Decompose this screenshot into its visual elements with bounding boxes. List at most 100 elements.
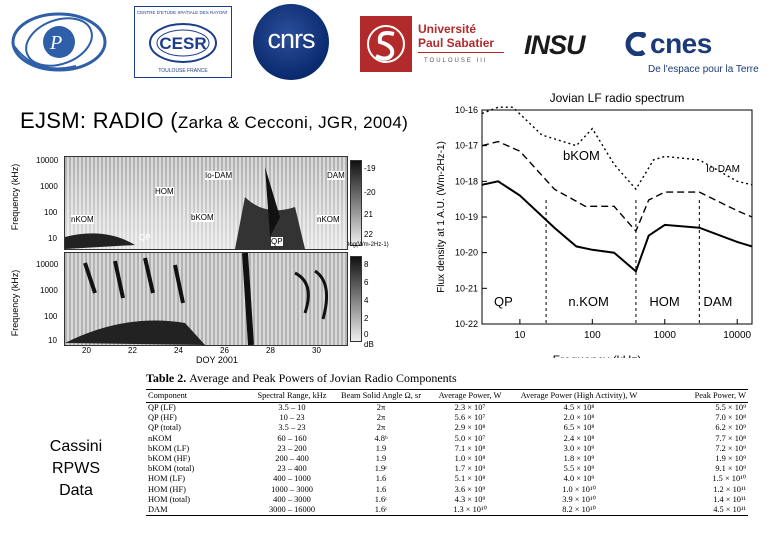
- title-main: EJSM: RADIO (: [20, 108, 178, 133]
- x-axis-label: Frequency (kHz): [553, 353, 642, 358]
- th-average-power: Average Power, W: [423, 389, 517, 403]
- cbar-top-tick-1: -20: [364, 188, 376, 197]
- table-cell: 6.2 × 10⁹: [715, 423, 746, 433]
- cbar-bottom-tick-2: 4: [364, 296, 369, 305]
- jovian-spectrum-chart: Jovian LF radio spectrum Frequency (kHz) F…: [436, 91, 753, 358]
- series-peak: [481, 106, 753, 191]
- xtick-22: 22: [128, 346, 137, 355]
- cesr-logo: CENTRE D'ETUDE SPATIALE DES RAYONNEMENTS…: [134, 6, 232, 78]
- y-tick-label: 10-21: [455, 283, 478, 293]
- table-body: QP (LF) 3.5 – 10 2π 2.3 × 10⁷ 4.5 × 10⁸ 5.5 ×…: [146, 403, 748, 517]
- svg-text:P: P: [49, 32, 62, 54]
- y-tick-label: 10-19: [455, 212, 478, 222]
- xtick-26: 26: [220, 346, 229, 355]
- ytick-bottom-1000: 1000: [40, 286, 58, 295]
- ups-divider: [418, 52, 504, 53]
- cnes-logo: cnes De l'espace pour la Terre: [622, 20, 778, 80]
- ups-emblem: [360, 16, 412, 72]
- table-cell: nKOM: [148, 433, 172, 443]
- cesr-top-text: CENTRE D'ETUDE SPATIALE DES RAYONNEMENTS: [137, 10, 227, 15]
- table-header-row: Component Spectral Range, kHz Beam Solid…: [146, 389, 748, 403]
- colorbar-bottom: [350, 256, 362, 342]
- table-cell: 2π: [376, 413, 386, 423]
- ytick-bottom-10000: 10000: [36, 260, 59, 269]
- table-title-rest: Average and Peak Powers of Jovian Radio …: [189, 371, 457, 385]
- cesr-globe-icon: [149, 23, 217, 63]
- table-cell: 1.3 × 10¹⁰: [423, 505, 517, 517]
- table-cell: 1.8 × 10⁹: [563, 454, 595, 464]
- y-tick-label: 10-22: [455, 319, 478, 329]
- y-tick-label: 10-18: [455, 176, 478, 186]
- component-label: DAM: [703, 294, 732, 309]
- table-cell: HOM (LF): [148, 474, 185, 484]
- y-axis-label: Flux density at 1 A.U. (Wm-2Hz-1): [436, 141, 447, 293]
- table-cell: 8.2 × 10¹⁰: [517, 505, 641, 517]
- cnrs-logo: cnrs: [253, 4, 329, 80]
- cbar-bottom-label: dB: [364, 340, 374, 349]
- ups-s-icon: [367, 25, 405, 63]
- table-cell: 1.9ᶜ: [374, 464, 388, 474]
- table-row: bKOM (LF) 23 – 200 1.9 7.1 × 10⁸ 3.0 × 10⁹ 7.…: [146, 444, 748, 454]
- x-tick-label: 10: [514, 330, 526, 341]
- table-cell: 7.2 × 10⁹: [715, 443, 746, 453]
- cbar-bottom-tick-4: 0: [364, 330, 369, 339]
- pfi-logo: P: [11, 12, 107, 72]
- cbar-top-tick-3: 22: [364, 230, 373, 239]
- table-cell: 2π: [376, 423, 386, 433]
- table-cell: 2.4 × 10⁸: [563, 433, 595, 443]
- table-cell: 23 – 400: [277, 464, 307, 474]
- y-tick-label: 10-20: [455, 248, 478, 258]
- th-peak-power: Peak Power, W: [641, 389, 748, 403]
- table-cell: 4.5 × 10¹¹: [641, 505, 748, 517]
- cnes-swoosh-icon: [625, 32, 646, 56]
- series-high-activity: [481, 140, 753, 233]
- cbar-top-tick-2: 21: [364, 210, 373, 219]
- xtick-30: 30: [312, 346, 321, 355]
- table-cell: bKOM (total): [148, 464, 195, 474]
- xtick-24: 24: [174, 346, 183, 355]
- ytick-top-100: 100: [44, 208, 58, 217]
- table-cell: HOM (HF): [148, 484, 186, 494]
- cesr-bottom-text: TOULOUSE FRANCE: [158, 68, 208, 74]
- table-cell: 4.5 × 10⁸: [563, 403, 595, 412]
- plot-frame: [481, 109, 753, 325]
- table-cell: bKOM (HF): [148, 454, 191, 464]
- label-dam: DAM: [327, 171, 345, 180]
- ytick-top-10000: 10000: [36, 156, 59, 165]
- table-cell: 1.5 × 10¹⁰: [712, 474, 746, 484]
- table-cell: 10 – 23: [279, 413, 305, 423]
- y-tick-label: 10-16: [455, 105, 478, 115]
- caption-line-2: RPWS: [52, 460, 100, 477]
- th-spectral-range: Spectral Range, kHz: [245, 389, 339, 403]
- spectrogram-ylabel-top: Frequency (kHz): [10, 163, 20, 231]
- y-tick-label: 10-17: [455, 141, 478, 151]
- cbar-bottom-tick-1: 6: [364, 278, 369, 287]
- table-cell: 7.1 × 10⁸: [454, 443, 486, 453]
- table-cell: 3.0 × 10⁹: [563, 443, 595, 453]
- table-cell: 2.3 × 10⁷: [454, 403, 486, 412]
- power-table: Table 2. Average and Peak Powers of Jovi…: [146, 371, 748, 517]
- caption-line-1: Cassini: [49, 438, 103, 455]
- cnes-text: cnes: [650, 28, 712, 59]
- component-label: Io-DAM: [706, 164, 740, 175]
- table-cell: 1.9: [375, 443, 387, 453]
- table-cell: 3.5 – 10: [278, 403, 306, 412]
- table-row: HOM (total) 400 – 3000 1.6ᶜ 4.3 × 10⁹ 3.9 × …: [146, 495, 748, 505]
- table-row: bKOM (total) 23 – 400 1.9ᶜ 1.7 × 10⁹ 5.5 × 1…: [146, 464, 748, 474]
- table-cell: 2.9 × 10⁸: [454, 423, 486, 433]
- table-cell: QP (LF): [148, 403, 176, 412]
- table-cell: 3.6 × 10⁹: [454, 484, 486, 494]
- table-cell: 9.1 × 10⁹: [715, 464, 746, 474]
- table-cell: 1.9: [375, 454, 387, 464]
- cnes-tagline: De l'espace pour la Terre: [648, 64, 759, 75]
- table-cell: 60 – 160: [277, 433, 307, 443]
- ytick-top-10: 10: [48, 234, 57, 243]
- table-cell: 2.0 × 10⁸: [563, 413, 595, 423]
- table-cell: 1.0 × 10¹⁰: [562, 484, 596, 494]
- table-cell: 1.9 × 10⁹: [715, 454, 746, 464]
- spectrogram-xlabel: DOY 2001: [196, 355, 238, 365]
- caption-line-3: Data: [59, 482, 93, 499]
- table-cell: 1.6ᶜ: [339, 505, 423, 517]
- table-cell: 7.7 × 10⁸: [715, 433, 746, 443]
- table-cell: QP (total): [148, 423, 181, 433]
